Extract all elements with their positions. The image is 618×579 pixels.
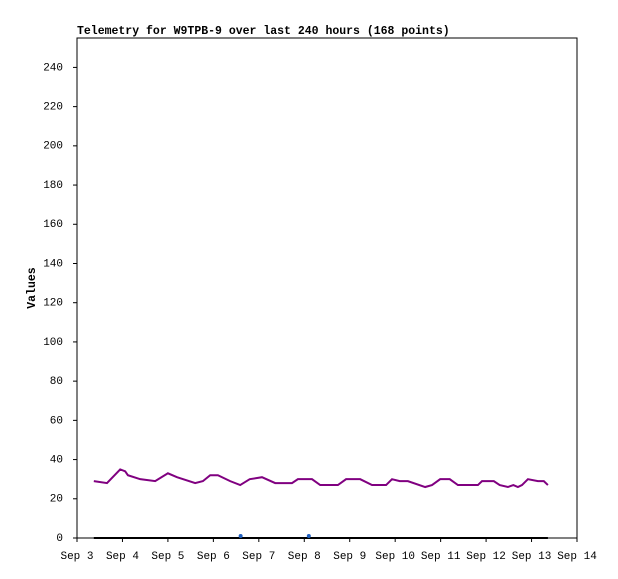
y-tick-label: 220 bbox=[43, 102, 63, 114]
y-tick-label: 60 bbox=[50, 415, 63, 427]
data-point bbox=[238, 534, 243, 539]
y-tick-label: 120 bbox=[43, 298, 63, 310]
x-tick-label: Sep 10 bbox=[375, 551, 415, 563]
y-axis-label: Values bbox=[26, 267, 39, 309]
y-tick-label: 200 bbox=[43, 141, 63, 153]
x-tick-label: Sep 12 bbox=[466, 551, 506, 563]
series-line bbox=[93, 468, 549, 489]
plot-frame bbox=[76, 37, 578, 539]
x-tick-label: Sep 13 bbox=[512, 551, 552, 563]
data-point bbox=[306, 534, 311, 539]
y-tick-label: 100 bbox=[43, 337, 63, 349]
x-tick-label: Sep 11 bbox=[421, 551, 461, 563]
x-tick-label: Sep 8 bbox=[288, 551, 321, 563]
y-tick-label: 140 bbox=[43, 258, 63, 270]
chart-title: Telemetry for W9TPB-9 over last 240 hour… bbox=[77, 25, 450, 38]
y-tick-label: 80 bbox=[50, 376, 63, 388]
x-tick-label: Sep 5 bbox=[151, 551, 184, 563]
y-tick-label: 0 bbox=[56, 533, 63, 545]
y-tick-label: 180 bbox=[43, 180, 63, 192]
y-tick-label: 240 bbox=[43, 62, 63, 74]
x-tick-label: Sep 6 bbox=[197, 551, 230, 563]
y-tick-label: 160 bbox=[43, 219, 63, 231]
x-tick-label: Sep 9 bbox=[333, 551, 366, 563]
x-tick-label: Sep 3 bbox=[60, 551, 93, 563]
x-tick-label: Sep 4 bbox=[106, 551, 139, 563]
y-tick-label: 40 bbox=[50, 454, 63, 466]
y-tick-label: 20 bbox=[50, 494, 63, 506]
x-tick-label: Sep 7 bbox=[242, 551, 275, 563]
x-tick-label: Sep 14 bbox=[557, 551, 597, 563]
